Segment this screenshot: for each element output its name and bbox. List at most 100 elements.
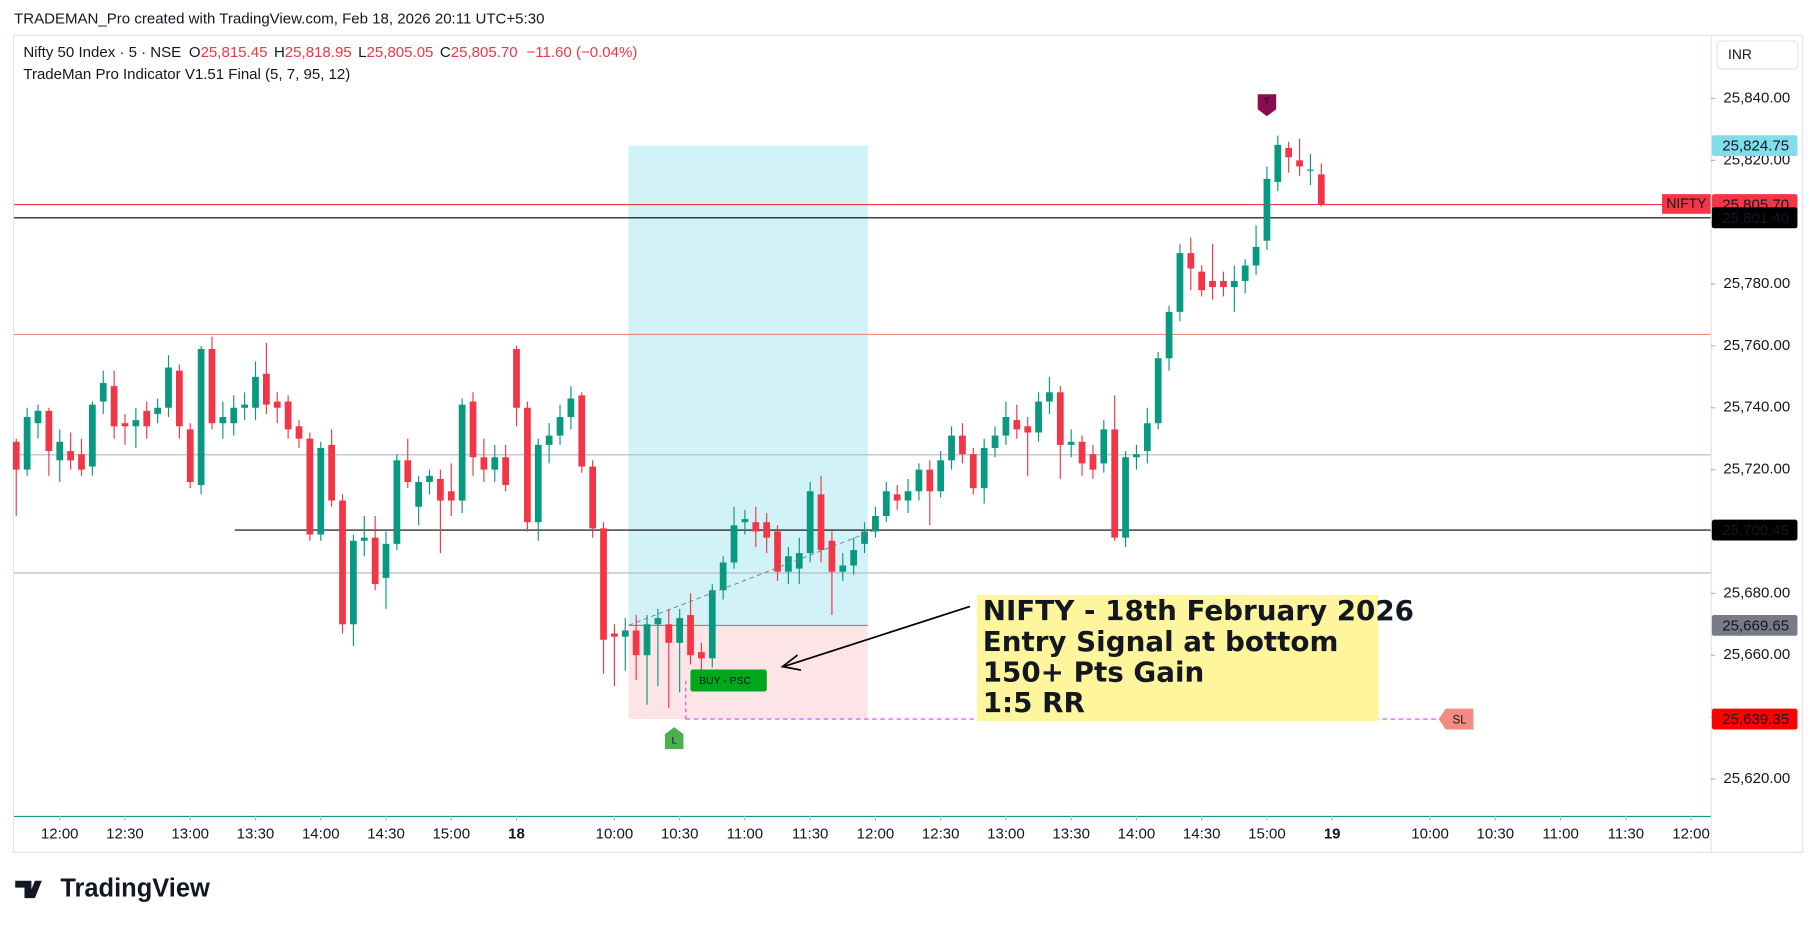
candle-body <box>23 417 31 470</box>
candle-body <box>980 447 988 489</box>
candle-body <box>806 491 814 554</box>
candle-body <box>404 460 412 482</box>
candle-body <box>513 348 520 408</box>
candle-body <box>393 460 401 544</box>
candle-body <box>719 562 727 591</box>
candle-body <box>578 395 586 467</box>
candle-body <box>208 348 216 424</box>
x-tick-label: 11:00 <box>727 825 764 842</box>
candle-body <box>1263 178 1271 241</box>
low-value: 25,805.05 <box>367 44 434 61</box>
candle-body <box>360 537 368 541</box>
candle-body <box>1220 280 1227 288</box>
candle-body <box>861 531 868 544</box>
candle-body <box>1067 441 1075 445</box>
candle-body <box>99 383 107 402</box>
candle-body <box>176 370 183 427</box>
x-tick-label: 12:30 <box>922 825 960 842</box>
y-tick-label: 25,680.00 <box>1723 584 1790 601</box>
candle-body <box>306 438 314 535</box>
price-label: 25,700.45 <box>1722 522 1789 539</box>
x-tick-label: 10:00 <box>596 825 634 842</box>
indicator-legend[interactable]: TradeMan Pro Indicator V1.51 Final (5, 7… <box>23 66 350 83</box>
candle-body <box>1111 429 1119 538</box>
candle-body <box>948 435 955 461</box>
symbol-legend: Nifty 50 Index · 5 · NSE O25,815.45 H25,… <box>23 44 637 61</box>
brand-name[interactable]: TradingView <box>60 875 210 903</box>
candle-body <box>545 435 553 445</box>
y-tick-label: 25,780.00 <box>1723 275 1790 292</box>
x-tick-label: 11:30 <box>792 825 829 842</box>
candle-body <box>263 373 270 405</box>
trade-path <box>628 529 875 626</box>
candle-body <box>567 398 575 418</box>
candle-body <box>1317 174 1325 205</box>
candle-body <box>1100 429 1108 464</box>
candle-body <box>1176 253 1184 312</box>
candle-body <box>1013 420 1021 430</box>
brand-logo[interactable]: TradingView <box>15 875 210 903</box>
candle-body <box>774 531 781 572</box>
candle-body <box>1230 280 1238 288</box>
candle-body <box>34 410 42 424</box>
candle-body <box>850 550 858 566</box>
target-label-bg <box>1711 135 1798 157</box>
candle-body <box>828 540 836 572</box>
x-tick-label: 13:00 <box>987 825 1025 842</box>
candle-body <box>752 522 760 532</box>
candle-body <box>1274 144 1282 182</box>
annotation-line: Entry Signal at bottom <box>983 625 1339 658</box>
plot-layer: T L SL BUY - PSC NIFTY - 18th February 2026E… <box>12 94 1474 750</box>
candle-body <box>437 478 444 501</box>
x-tick-label: 12:30 <box>106 825 144 842</box>
candle-body <box>295 426 303 439</box>
signal-marker-label: T <box>1264 97 1270 107</box>
open-value: 25,815.45 <box>201 44 268 61</box>
candle-body <box>1024 426 1032 433</box>
candle-body <box>78 454 85 470</box>
brand-icon[interactable] <box>15 880 42 899</box>
x-tick-label: 11:30 <box>1608 825 1645 842</box>
candle-body <box>915 469 923 492</box>
candle-body <box>969 454 977 489</box>
x-tick-label: 10:00 <box>1411 825 1449 842</box>
y-tick-label: 25,620.00 <box>1723 770 1790 787</box>
target-zone <box>628 145 868 626</box>
x-tick-label: 13:30 <box>1052 825 1090 842</box>
stop-label: 25,639.35 <box>1722 711 1789 728</box>
candle-body <box>1296 160 1303 167</box>
candle-body <box>165 367 172 408</box>
entry-label-bg <box>1711 614 1798 636</box>
candle-body <box>56 441 64 461</box>
high-value: 25,818.95 <box>285 44 352 61</box>
annotation-box <box>976 594 1379 721</box>
candle-body <box>284 401 292 430</box>
candle-body <box>1078 441 1086 464</box>
signal-marker <box>664 727 684 750</box>
candle-body <box>730 525 738 563</box>
annotation-arrowhead <box>780 654 802 671</box>
candle-body <box>632 630 640 656</box>
candle-body <box>491 457 499 470</box>
candle-body <box>882 491 890 517</box>
candle-body <box>1187 253 1195 269</box>
candle-body <box>654 618 662 625</box>
candle-body <box>219 417 227 424</box>
candle-body <box>458 404 466 501</box>
candle-body <box>1307 169 1314 171</box>
candle-body <box>350 540 357 625</box>
candle-body <box>1122 457 1129 538</box>
currency-button[interactable] <box>1716 40 1799 70</box>
x-tick-label: 14:00 <box>302 825 340 842</box>
symbol: Nifty 50 Index · 5 · NSE <box>23 44 181 61</box>
candle-body <box>1209 280 1216 288</box>
x-tick-label: 18 <box>508 825 525 842</box>
annotation-line: 1:5 RR <box>983 686 1085 719</box>
x-tick-label: 12:00 <box>857 825 895 842</box>
currency-label[interactable]: INR <box>1728 46 1752 62</box>
x-tick-label: 10:30 <box>661 825 699 842</box>
candle-body <box>328 444 336 501</box>
candle-body <box>371 537 379 585</box>
annotation-line: NIFTY - 18th February 2026 <box>983 594 1414 627</box>
candle-body <box>817 494 825 551</box>
